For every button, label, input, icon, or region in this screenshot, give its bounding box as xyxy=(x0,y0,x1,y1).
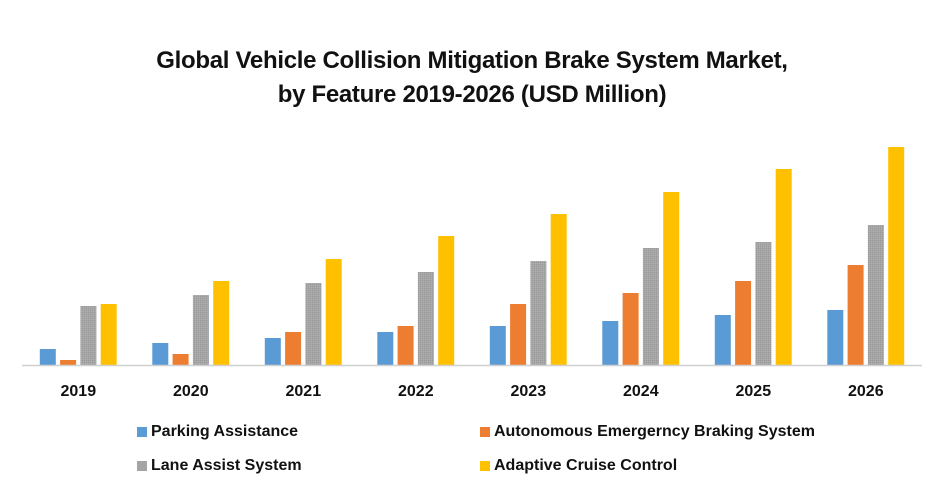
x-tick-label: 2025 xyxy=(736,383,772,400)
bar-2026-autonomous-emergerncy-braking-system xyxy=(847,265,864,365)
legend-item-lane-assist-system[interactable]: Lane Assist System xyxy=(137,457,302,475)
bar-2020-parking-assistance xyxy=(152,343,169,365)
bar-2023-parking-assistance xyxy=(489,326,506,365)
bar-2026-lane-assist-system xyxy=(867,225,884,365)
x-tick-label: 2019 xyxy=(61,383,97,400)
bar-2020-lane-assist-system xyxy=(192,295,209,365)
bar-2026-adaptive-cruise-control xyxy=(888,147,905,365)
legend-label: Lane Assist System xyxy=(151,457,302,474)
legend-label: Adaptive Cruise Control xyxy=(494,457,678,474)
x-tick-label: 2026 xyxy=(848,383,884,400)
bar-2024-parking-assistance xyxy=(602,321,619,365)
bar-2025-adaptive-cruise-control xyxy=(775,169,792,365)
bar-2025-parking-assistance xyxy=(714,315,731,365)
bar-2019-parking-assistance xyxy=(39,349,56,365)
bar-2024-adaptive-cruise-control xyxy=(663,192,680,365)
bar-2019-autonomous-emergerncy-braking-system xyxy=(60,360,77,365)
x-tick-label: 2021 xyxy=(286,383,322,400)
bar-2019-lane-assist-system xyxy=(80,306,97,365)
legend-item-parking-assistance[interactable]: Parking Assistance xyxy=(137,423,298,441)
legend-swatch xyxy=(137,427,147,437)
bar-2021-parking-assistance xyxy=(264,338,281,365)
bar-2022-parking-assistance xyxy=(377,332,394,365)
bar-2020-adaptive-cruise-control xyxy=(213,281,230,365)
bar-2022-lane-assist-system xyxy=(417,272,434,365)
chart-title: Global Vehicle Collision Mitigation Brak… xyxy=(156,47,788,74)
legend-label: Autonomous Emergerncy Braking System xyxy=(494,423,815,440)
bar-2026-parking-assistance xyxy=(827,310,844,365)
x-tick-label: 2023 xyxy=(511,383,547,400)
legend-swatch xyxy=(480,461,490,471)
bar-2023-adaptive-cruise-control xyxy=(550,214,567,365)
bar-2021-lane-assist-system xyxy=(305,283,322,365)
chart-subtitle: by Feature 2019-2026 (USD Million) xyxy=(277,81,667,108)
bar-2019-adaptive-cruise-control xyxy=(100,304,117,365)
bar-2021-autonomous-emergerncy-braking-system xyxy=(285,332,302,365)
legend-item-adaptive-cruise-control[interactable]: Adaptive Cruise Control xyxy=(480,457,677,475)
bars-group xyxy=(39,147,905,365)
x-tick-labels: 2019 2020 2021 2022 2023 2024 2025 2026 xyxy=(61,383,884,400)
bar-2024-autonomous-emergerncy-braking-system xyxy=(622,293,639,365)
chart-title-block: Global Vehicle Collision Mitigation Brak… xyxy=(0,44,944,112)
x-tick-label: 2024 xyxy=(623,383,659,400)
bar-2025-lane-assist-system xyxy=(755,242,772,365)
legend-label: Parking Assistance xyxy=(151,423,299,440)
legend-item-autonomous-emergency-braking[interactable]: Autonomous Emergerncy Braking System xyxy=(480,423,815,441)
bar-2022-adaptive-cruise-control xyxy=(438,236,455,365)
x-tick-label: 2022 xyxy=(398,383,434,400)
legend-swatch xyxy=(480,427,490,437)
x-tick-label: 2020 xyxy=(173,383,209,400)
bar-2020-autonomous-emergerncy-braking-system xyxy=(172,354,189,365)
bar-2024-lane-assist-system xyxy=(642,248,659,365)
legend-swatch xyxy=(137,461,147,471)
bar-2025-autonomous-emergerncy-braking-system xyxy=(735,281,752,365)
bar-2023-autonomous-emergerncy-braking-system xyxy=(510,304,527,365)
bar-2023-lane-assist-system xyxy=(530,261,547,365)
bar-2021-adaptive-cruise-control xyxy=(325,259,342,365)
bar-2022-autonomous-emergerncy-braking-system xyxy=(397,326,414,365)
